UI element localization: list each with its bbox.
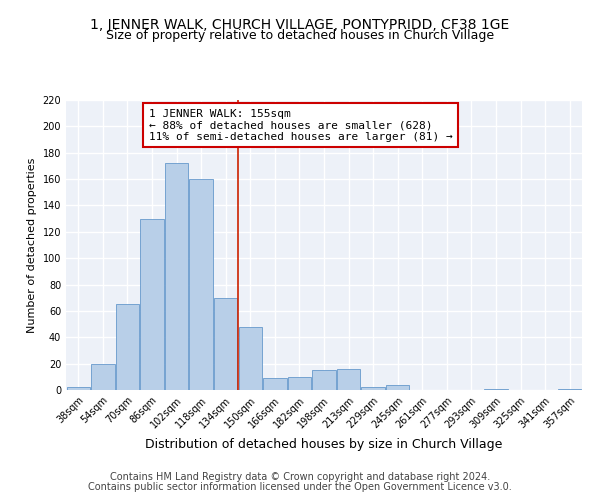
Text: Contains public sector information licensed under the Open Government Licence v3: Contains public sector information licen…: [88, 482, 512, 492]
Bar: [190, 179, 213, 390]
Bar: [288, 377, 311, 390]
Bar: [239, 326, 262, 390]
Bar: [116, 304, 139, 390]
Bar: [91, 364, 115, 390]
Text: Contains HM Land Registry data © Crown copyright and database right 2024.: Contains HM Land Registry data © Crown c…: [110, 472, 490, 482]
Text: Size of property relative to detached houses in Church Village: Size of property relative to detached ho…: [106, 29, 494, 42]
Bar: [313, 370, 335, 390]
Bar: [361, 388, 385, 390]
Text: 1, JENNER WALK, CHURCH VILLAGE, PONTYPRIDD, CF38 1GE: 1, JENNER WALK, CHURCH VILLAGE, PONTYPRI…: [91, 18, 509, 32]
Bar: [386, 384, 409, 390]
Bar: [337, 369, 360, 390]
Bar: [214, 298, 238, 390]
Y-axis label: Number of detached properties: Number of detached properties: [27, 158, 37, 332]
Bar: [484, 388, 508, 390]
Bar: [165, 164, 188, 390]
Bar: [558, 388, 581, 390]
Bar: [140, 218, 164, 390]
Bar: [263, 378, 287, 390]
X-axis label: Distribution of detached houses by size in Church Village: Distribution of detached houses by size …: [145, 438, 503, 451]
Text: 1 JENNER WALK: 155sqm
← 88% of detached houses are smaller (628)
11% of semi-det: 1 JENNER WALK: 155sqm ← 88% of detached …: [149, 108, 452, 142]
Bar: [67, 388, 90, 390]
